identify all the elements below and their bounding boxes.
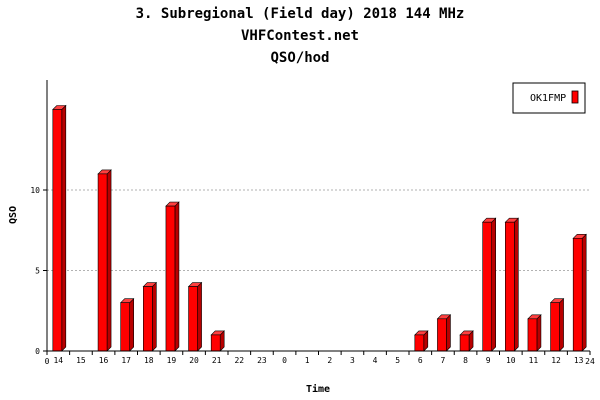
bar-front <box>527 318 538 352</box>
bar-front <box>143 286 153 352</box>
bar-17 <box>119 297 135 352</box>
x-tick-label-12: 12 <box>551 356 561 365</box>
chart-unit-title: QSO/hod <box>270 50 329 66</box>
bar-side <box>536 314 542 352</box>
bar-front <box>505 221 515 352</box>
chart-title: 3. Subregional (Field day) 2018 144 MHz <box>136 6 465 22</box>
bar-19 <box>165 201 180 352</box>
y-tick-label-0: 0 <box>35 347 40 356</box>
x-tick-label-9: 9 <box>486 356 491 365</box>
bar-front <box>52 109 63 352</box>
y-ticks: 0 5 10 <box>30 186 47 356</box>
bar-front <box>188 286 198 352</box>
bar-side <box>61 104 67 352</box>
x-tick-label-6: 6 <box>418 356 423 365</box>
bar-front <box>572 238 583 352</box>
legend-swatch <box>571 90 579 104</box>
x-tick-label-7: 7 <box>441 356 446 365</box>
bar-front <box>437 318 447 352</box>
bar-side <box>491 217 496 352</box>
y-axis-label: QSO <box>8 206 19 224</box>
bar-side <box>152 281 157 352</box>
bar-front <box>459 334 470 352</box>
bar-12 <box>549 297 565 352</box>
bar-front <box>482 221 492 352</box>
bar-20 <box>187 281 203 352</box>
bar-side <box>581 233 587 352</box>
bar-18 <box>142 281 158 352</box>
bar-side <box>106 169 112 352</box>
x-tick-label-2: 2 <box>327 356 332 365</box>
bar-front <box>165 205 176 352</box>
x-tick-label-20: 20 <box>189 356 199 365</box>
bar-9 <box>481 217 497 352</box>
bar-side <box>174 201 180 352</box>
legend: OK1FMP <box>512 82 586 114</box>
y-tick-label-5: 5 <box>35 267 40 276</box>
x-ticks: 14 15 16 17 18 19 20 21 22 23 0 1 2 3 4 5 6 7 8 9 10 11 12 13 <box>46 351 591 365</box>
bar-front <box>120 302 130 352</box>
bar-series <box>52 104 587 352</box>
x-tick-label-23: 23 <box>257 356 267 365</box>
x-tick-label-3: 3 <box>350 356 355 365</box>
bar-side <box>559 297 564 352</box>
x-tick-label-13: 13 <box>574 356 584 365</box>
x-tick-label-14: 14 <box>53 356 63 365</box>
x-tick-label-15: 15 <box>76 356 86 365</box>
x-tick-label-19: 19 <box>167 356 177 365</box>
x-tick-label-22: 22 <box>234 356 244 365</box>
x-axis-end-label: 24 <box>585 357 595 366</box>
x-tick-label-0: 0 <box>282 356 287 365</box>
grid-lines <box>47 189 590 271</box>
legend-label: OK1FMP <box>530 93 566 104</box>
x-tick-label-16: 16 <box>99 356 109 365</box>
chart-subtitle: VHFContest.net <box>241 28 359 44</box>
x-tick-label-5: 5 <box>395 356 400 365</box>
bar-front <box>97 173 108 352</box>
bar-side <box>197 281 202 352</box>
x-tick-label-10: 10 <box>506 356 516 365</box>
bar-13 <box>572 233 587 352</box>
x-tick-label-8: 8 <box>463 356 468 365</box>
bar-side <box>129 297 134 352</box>
bar-10 <box>504 217 520 352</box>
bar-front <box>414 334 425 352</box>
x-axis-start-label: 0 <box>45 357 50 366</box>
bar-side <box>446 314 451 352</box>
bar-6 <box>414 330 429 352</box>
x-tick-label-17: 17 <box>121 356 131 365</box>
bar-front <box>550 302 560 352</box>
bar-14 <box>52 104 67 352</box>
y-tick-label-10: 10 <box>30 186 40 195</box>
x-axis-label: Time <box>306 383 330 395</box>
bar-front <box>210 334 221 352</box>
x-tick-label-4: 4 <box>373 356 378 365</box>
x-tick-label-21: 21 <box>212 356 222 365</box>
bar-side <box>514 217 519 352</box>
x-tick-label-11: 11 <box>529 356 539 365</box>
bar-11 <box>527 314 542 352</box>
x-tick-label-18: 18 <box>144 356 154 365</box>
bar-7 <box>436 314 452 352</box>
x-tick-label-1: 1 <box>305 356 310 365</box>
bar-16 <box>97 169 112 352</box>
bar-8 <box>459 330 474 352</box>
bar-21 <box>210 330 225 352</box>
